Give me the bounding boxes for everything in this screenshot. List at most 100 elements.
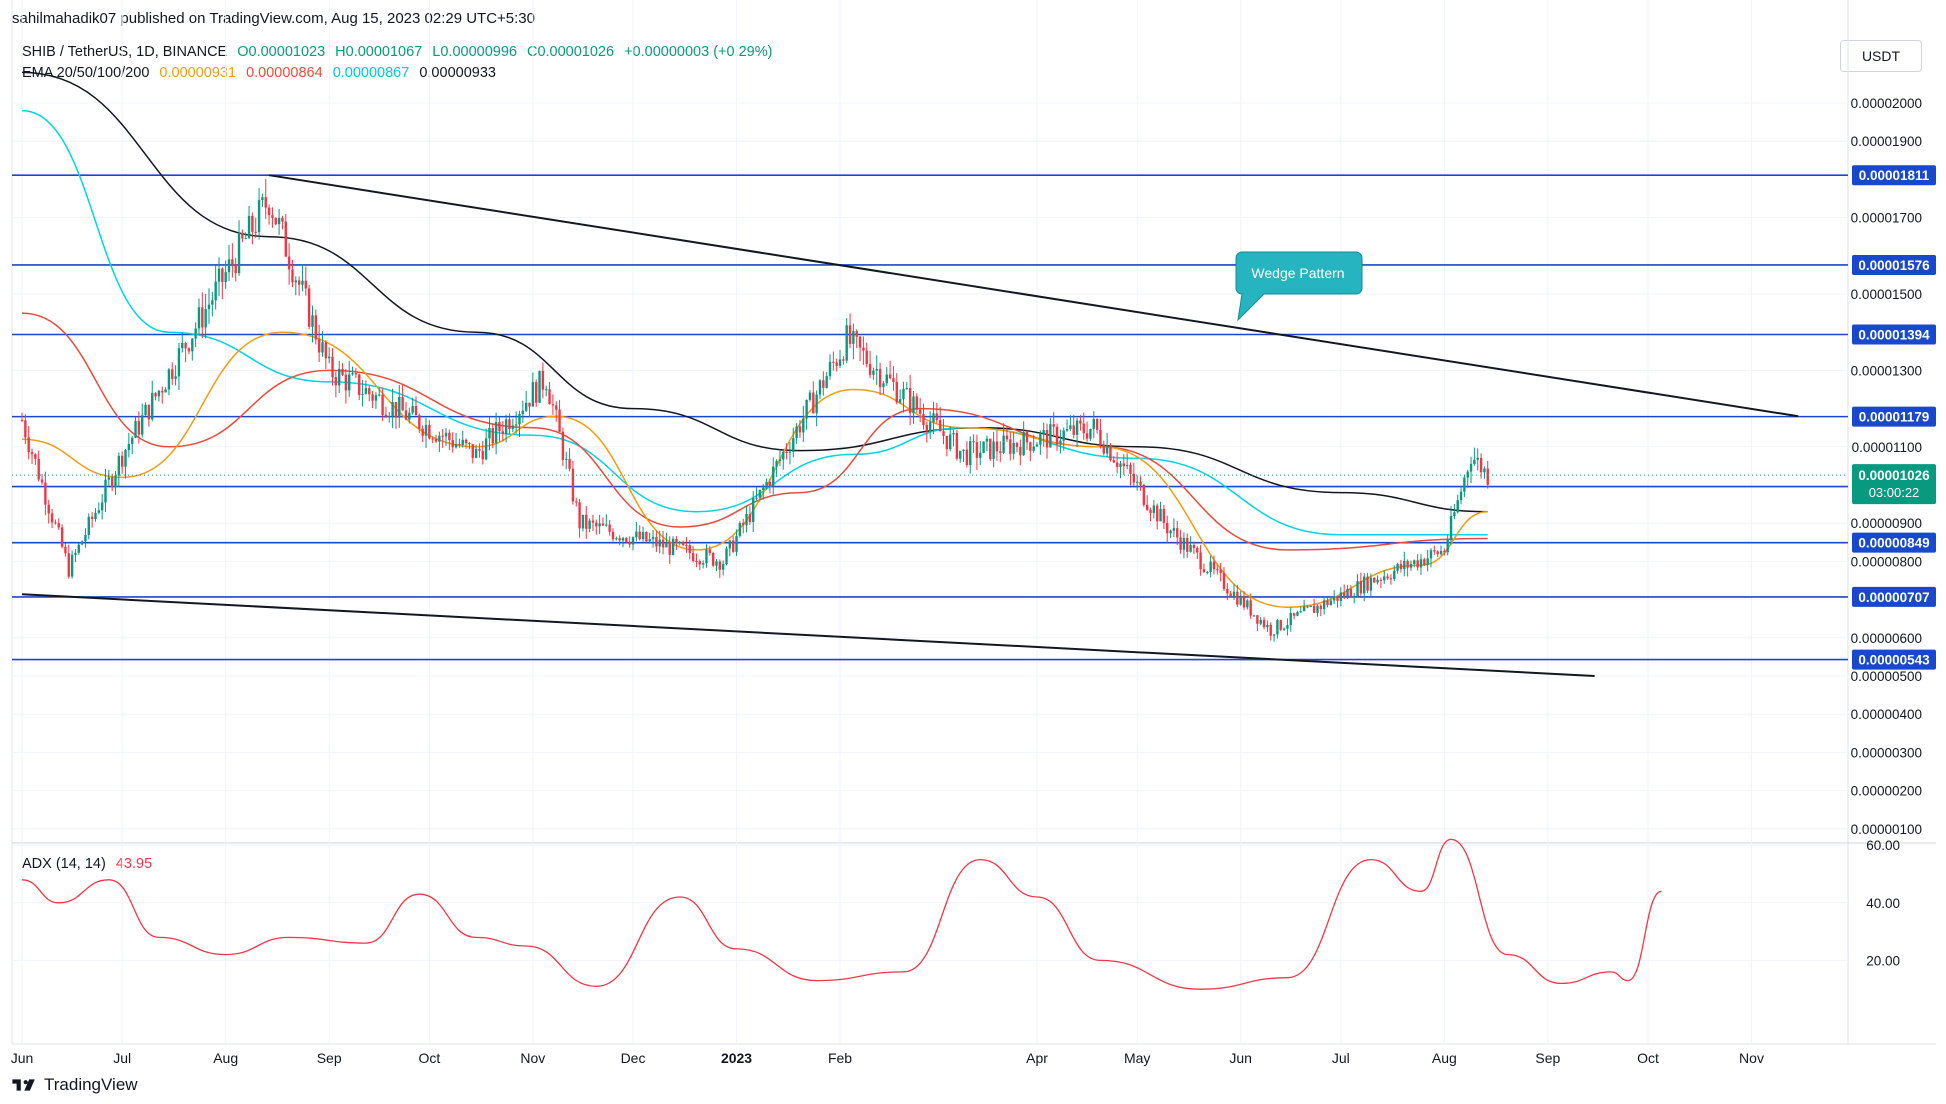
candle-body [555, 405, 558, 410]
price-tick-label: 0.00000400 [1851, 707, 1922, 722]
adx-label[interactable]: ADX (14, 14) [22, 856, 106, 872]
candle-body [805, 399, 808, 419]
candle-body [912, 396, 915, 414]
candle-body [938, 420, 942, 432]
candle-body [1443, 550, 1446, 553]
time-tick-label: 2023 [721, 1050, 752, 1066]
candle-body [141, 415, 144, 435]
candle-body [488, 427, 491, 439]
candle-body [1296, 612, 1299, 616]
time-tick-label: Feb [828, 1050, 852, 1066]
candle-body [1159, 508, 1162, 522]
close-value: C0.00001026 [526, 44, 615, 60]
candle-body [254, 231, 257, 233]
candle-body [1145, 504, 1149, 510]
candle-body [528, 402, 531, 407]
time-tick-label: Nov [520, 1050, 545, 1066]
candle-body [1009, 439, 1012, 454]
currency-button[interactable]: USDT [1840, 40, 1922, 72]
candle-body [297, 280, 301, 285]
candle-body [728, 540, 732, 549]
candle-body [464, 439, 468, 443]
footer-brand[interactable]: TradingView [12, 1075, 138, 1095]
price-tick-label: 0.00001900 [1851, 134, 1922, 149]
candle-body [585, 514, 588, 529]
candle-body [818, 380, 822, 395]
candle-body [615, 538, 618, 540]
candle-body [90, 516, 94, 519]
level-label: 0.00000849 [1858, 536, 1929, 551]
candle-body [1446, 540, 1449, 553]
candle-body [1135, 481, 1139, 483]
candle-body [1142, 484, 1146, 505]
candle-body [1065, 428, 1069, 431]
candle-body [992, 441, 995, 459]
level-label: 0.00001179 [1859, 410, 1930, 425]
time-tick-label: Aug [213, 1050, 238, 1066]
candle-body [641, 532, 645, 540]
candle-body [1429, 550, 1433, 559]
candle-body [107, 477, 111, 480]
candle-body [848, 325, 852, 344]
level-label: 0.00001576 [1858, 258, 1930, 273]
candle-body [1322, 600, 1326, 609]
candle-body [1242, 595, 1246, 608]
candle-body [835, 362, 838, 366]
candle-body [534, 382, 538, 403]
candle-body [327, 356, 331, 359]
candle-body [1196, 547, 1199, 553]
candle-body [1079, 420, 1082, 424]
candle-body [745, 513, 748, 526]
candle-body [908, 388, 912, 414]
candle-body [551, 404, 555, 406]
candle-body [441, 435, 444, 437]
candle-body [57, 522, 60, 528]
time-tick-label: Jul [1332, 1050, 1350, 1066]
candle-body [1356, 581, 1359, 597]
candle-body [201, 307, 204, 328]
candle-body [1319, 605, 1323, 609]
candle-body [548, 389, 551, 405]
candle-body [902, 388, 905, 400]
candle-body [872, 370, 875, 375]
candle-body [878, 368, 882, 388]
candle-body [1326, 600, 1329, 606]
candle-body [414, 406, 418, 416]
candle-body [1122, 463, 1126, 467]
candle-body [701, 563, 705, 565]
candle-body [1139, 481, 1142, 485]
candle-body [1352, 596, 1356, 598]
candle-body [1062, 430, 1065, 441]
candle-body [718, 561, 722, 570]
candle-body [481, 450, 484, 460]
price-tick-label: 0.00001700 [1851, 211, 1922, 226]
grid [11, 0, 1936, 1045]
candle-body [194, 328, 197, 339]
candle-body [184, 343, 187, 349]
price-tick-label: 0.00000900 [1851, 516, 1922, 531]
candle-body [221, 268, 224, 283]
candle-body [60, 527, 64, 547]
candle-body [1035, 444, 1039, 447]
candle-body [1436, 551, 1439, 555]
candle-body [1059, 440, 1062, 445]
symbol-label[interactable]: SHIB / TetherUS, 1D, BINANCE [22, 44, 228, 60]
candle-body [945, 435, 949, 450]
candle-body [655, 537, 658, 547]
candle-body [1132, 473, 1136, 483]
level-label-bg [1852, 649, 1936, 670]
candle-body [795, 426, 798, 439]
candle-body [605, 524, 608, 526]
candle-body [418, 415, 421, 429]
candle-body [120, 455, 124, 467]
time-tick-label: Aug [1432, 1050, 1457, 1066]
candle-body [675, 538, 678, 544]
candle-body [174, 376, 177, 379]
candle-body [832, 361, 835, 363]
candle-body [575, 501, 578, 503]
candle-body [518, 414, 521, 425]
candle-body [1182, 537, 1186, 550]
price-tick-label: 0.00000600 [1851, 631, 1922, 646]
ema200-value: 0.00000933 [419, 65, 496, 81]
